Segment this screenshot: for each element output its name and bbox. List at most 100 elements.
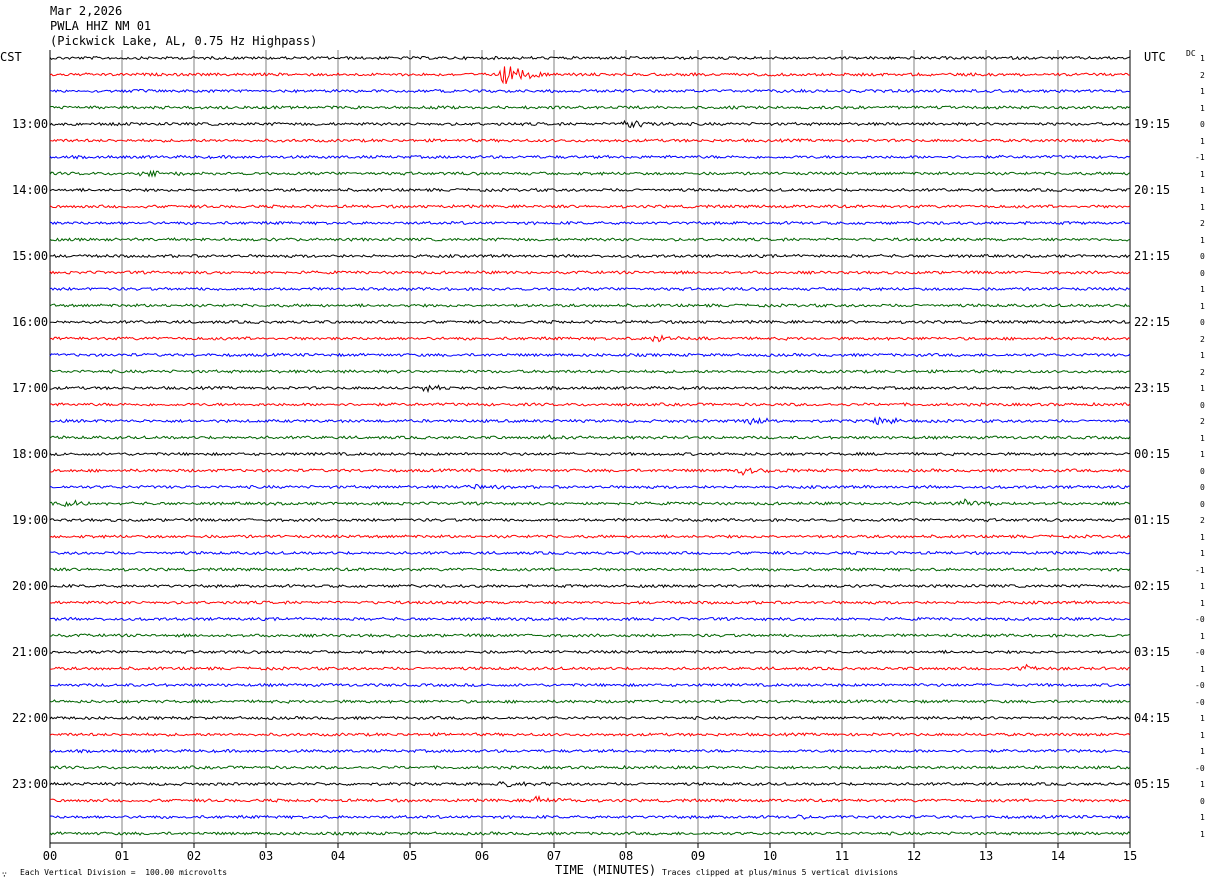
dc-offset-value: 1	[1200, 631, 1205, 641]
seismic-trace	[49, 270, 1131, 276]
seismic-trace	[49, 483, 1130, 490]
seismic-trace	[49, 352, 1131, 358]
seismic-trace	[49, 534, 1131, 539]
right-time-label: 19:15	[1134, 117, 1171, 131]
dc-offset-value: 1	[1200, 285, 1205, 294]
dc-offset-value: -1	[1195, 153, 1205, 162]
seismic-trace	[49, 467, 1131, 477]
seismic-trace	[49, 401, 1131, 407]
seismic-trace	[49, 633, 1131, 639]
dc-offset-value: 1	[1200, 433, 1205, 443]
seismic-trace	[49, 498, 1131, 508]
right-time-label: 23:15	[1134, 381, 1171, 395]
dc-offset-value: 2	[1200, 516, 1205, 525]
left-time-label: 21:00	[12, 645, 49, 659]
seismic-trace	[49, 154, 1131, 160]
record-date: Mar 2,2026	[50, 4, 123, 18]
seismic-trace	[49, 88, 1131, 94]
x-tick-label: 08	[619, 849, 633, 863]
seismic-trace	[49, 583, 1131, 589]
dc-offset-value: 1	[1200, 351, 1205, 360]
seismic-trace	[49, 319, 1131, 325]
left-time-label: 13:00	[12, 117, 49, 131]
x-tick-label: 07	[547, 849, 561, 863]
dc-offset-value: 2	[1200, 417, 1205, 426]
seismic-trace	[49, 649, 1131, 655]
dc-offset-value: -1	[1195, 565, 1205, 575]
left-time-label: 15:00	[12, 249, 49, 263]
dc-offset-value: 1	[1200, 813, 1205, 822]
left-time-label: 18:00	[12, 447, 49, 461]
dc-offset-value: 1	[1200, 582, 1205, 591]
dc-offset-value: 1	[1200, 103, 1205, 113]
seismic-trace	[49, 698, 1131, 704]
right-time-label: 21:15	[1134, 249, 1171, 263]
dc-offset-value: 1	[1200, 730, 1205, 740]
dc-offset-value: 1	[1200, 301, 1205, 311]
seismic-trace	[50, 138, 1131, 143]
dc-offset-value: 1	[1200, 87, 1205, 96]
x-tick-label: 11	[835, 849, 849, 863]
seismic-trace	[49, 286, 1131, 292]
seismic-trace	[49, 748, 1131, 754]
seismic-trace	[49, 334, 1131, 343]
scale-note: Each Vertical Division = 100.00 microvol…	[20, 868, 228, 877]
x-tick-label: 10	[763, 849, 777, 863]
seismic-trace	[49, 369, 1131, 374]
left-time-label: 22:00	[12, 711, 49, 725]
seismic-trace	[49, 237, 1131, 242]
dc-offset-value: 1	[1200, 202, 1205, 212]
dc-offset-value: 1	[1200, 549, 1205, 558]
seismic-trace	[49, 715, 1130, 721]
dc-offset-value: 1	[1200, 714, 1205, 723]
left-time-label: 19:00	[12, 513, 49, 527]
x-tick-label: 14	[1051, 849, 1065, 863]
dc-offset-value: 0	[1200, 796, 1205, 806]
dc-offset-value: -0	[1195, 763, 1205, 773]
seismic-trace	[49, 220, 1131, 226]
left-time-label: 16:00	[12, 315, 49, 329]
dc-offset-value: 0	[1200, 252, 1205, 261]
right-timezone-label: UTC	[1144, 50, 1166, 64]
dc-offset-value: 1	[1200, 235, 1205, 245]
dc-offset-value: 1	[1200, 532, 1205, 542]
dc-offset-value: 2	[1200, 219, 1205, 228]
right-time-label: 20:15	[1134, 183, 1171, 197]
seismic-trace	[49, 663, 1131, 671]
right-time-label: 04:15	[1134, 711, 1171, 725]
seismic-trace	[49, 780, 1131, 788]
seismic-trace	[49, 517, 1131, 523]
corner-mark: ∵	[2, 870, 7, 879]
dc-offset-value: 2	[1200, 334, 1205, 344]
seismic-trace	[49, 119, 1130, 129]
right-time-label: 05:15	[1134, 777, 1171, 791]
dc-offset-value: -0	[1195, 697, 1205, 707]
left-timezone-label: CST	[0, 50, 22, 64]
station-location: (Pickwick Lake, AL, 0.75 Hz Highpass)	[50, 34, 318, 48]
seismic-trace	[49, 66, 1131, 85]
dc-offset-value: 1	[1200, 598, 1205, 608]
right-time-label: 22:15	[1134, 315, 1171, 329]
dc-offset-value: -0	[1195, 681, 1205, 690]
seismic-trace	[49, 416, 1131, 426]
left-time-label: 17:00	[12, 381, 49, 395]
x-axis-title: TIME (MINUTES)	[555, 863, 657, 877]
seismic-trace	[49, 434, 1131, 440]
seismic-trace	[49, 187, 1131, 193]
seismic-trace	[49, 550, 1131, 556]
dc-offset-value: 0	[1200, 400, 1205, 410]
left-time-label: 14:00	[12, 183, 49, 197]
seismic-trace	[49, 451, 1131, 457]
seismic-trace	[49, 814, 1131, 820]
x-tick-label: 06	[475, 849, 489, 863]
right-time-label: 00:15	[1134, 447, 1171, 461]
x-tick-label: 04	[331, 849, 345, 863]
dc-offset-value: 0	[1200, 318, 1205, 327]
dc-offset-value: 1	[1200, 136, 1205, 146]
x-tick-label: 05	[403, 849, 417, 863]
dc-offset-value: 2	[1200, 367, 1205, 377]
right-time-label: 02:15	[1134, 579, 1171, 593]
dc-offset-value: 1	[1200, 450, 1205, 459]
dc-offset-value: 1	[1200, 829, 1205, 839]
seismic-trace	[49, 831, 1131, 836]
